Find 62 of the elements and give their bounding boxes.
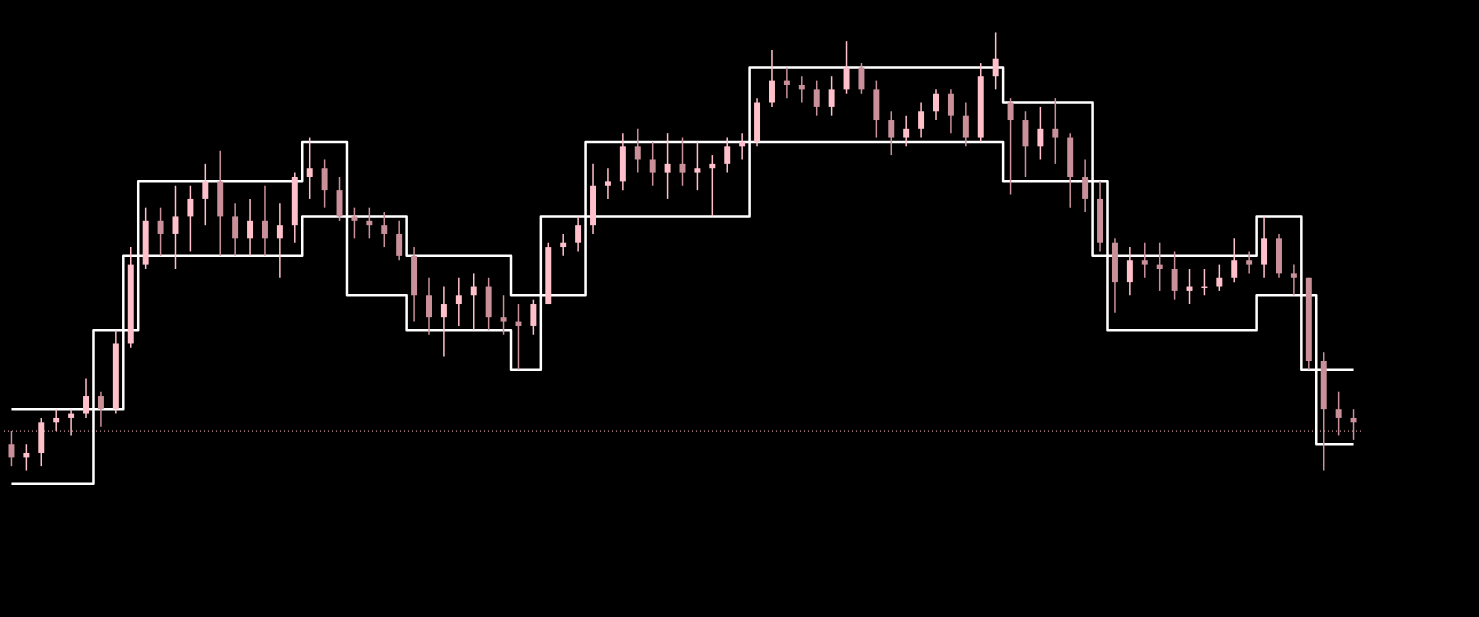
candlestick <box>903 114 910 148</box>
candlestick <box>1335 390 1342 437</box>
candlestick <box>798 75 805 104</box>
candlestick <box>232 202 239 257</box>
candlestick <box>381 211 388 248</box>
candlestick <box>202 163 209 226</box>
candlestick <box>187 185 194 253</box>
candlestick <box>560 233 567 257</box>
candlestick <box>724 136 731 174</box>
candlestick <box>1007 97 1014 196</box>
candlestick <box>1156 241 1163 292</box>
candlestick <box>440 285 447 358</box>
candlestick <box>1141 241 1148 279</box>
candlestick <box>649 141 656 187</box>
candlestick <box>1171 250 1178 301</box>
candlestick <box>783 66 790 99</box>
candlestick <box>321 158 328 209</box>
candlestick <box>500 294 507 336</box>
candlestick <box>813 79 820 117</box>
candlestick <box>1350 408 1357 441</box>
candlestick <box>83 377 89 419</box>
candlestick <box>515 303 522 371</box>
candlestick <box>97 390 104 428</box>
candlestick <box>276 202 283 279</box>
candlestick <box>470 272 477 332</box>
candlestick <box>1290 263 1297 297</box>
candlestick <box>1052 97 1059 165</box>
candlestick <box>888 110 895 156</box>
candlestick <box>306 136 313 200</box>
candlestick <box>947 88 954 134</box>
candlestick <box>933 88 939 121</box>
candlestick <box>247 198 254 257</box>
candlestick <box>1231 237 1238 283</box>
candlestick <box>1037 106 1044 161</box>
candlestick <box>157 206 164 257</box>
candlestick <box>768 49 775 108</box>
candlestick <box>1126 246 1133 297</box>
candlestick <box>918 101 925 139</box>
candlestick <box>1216 263 1223 292</box>
candlestick <box>962 101 969 148</box>
candlestick <box>366 206 373 240</box>
candlestick <box>828 75 835 117</box>
candlestick <box>858 62 865 95</box>
candlestick <box>604 167 611 200</box>
candlestick <box>694 141 701 191</box>
candlestick <box>664 132 671 200</box>
candlestick <box>575 215 582 253</box>
candlestick <box>23 443 30 472</box>
candlestick <box>634 128 641 174</box>
candlestick <box>709 154 716 218</box>
candlestick <box>396 220 403 261</box>
candlestick <box>992 31 999 91</box>
candlestick <box>739 132 746 161</box>
candlestick <box>426 277 432 336</box>
candlestick <box>1246 250 1253 275</box>
candlestick <box>1082 158 1089 213</box>
candlestick <box>351 206 358 240</box>
candlestick <box>261 185 268 257</box>
candlestick <box>8 430 15 467</box>
candlestick <box>530 298 537 336</box>
candlestick <box>843 40 850 95</box>
candlestick <box>455 277 462 327</box>
